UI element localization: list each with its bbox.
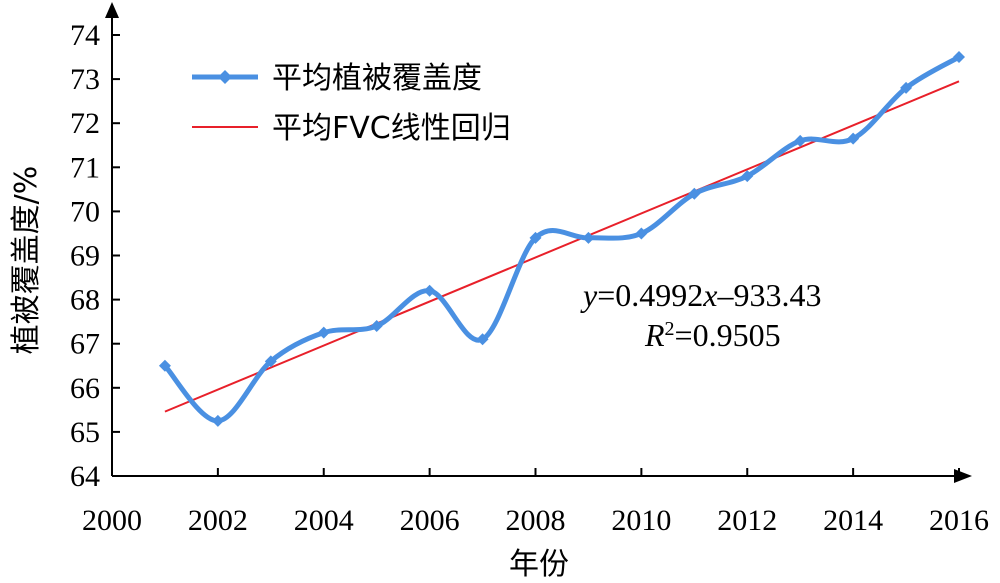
legend-label-regression: 平均FVC线性回归 bbox=[272, 111, 511, 146]
r-superscript: 2 bbox=[665, 318, 675, 340]
legend: 平均植被覆盖度 平均FVC线性回归 bbox=[192, 61, 511, 146]
fvc-data-point bbox=[423, 284, 436, 297]
r-squared: R2=0.9505 bbox=[644, 317, 781, 353]
fvc-data-point bbox=[264, 355, 277, 368]
r-value: =0.9505 bbox=[675, 317, 781, 353]
equation-y-var: y bbox=[580, 277, 598, 313]
fvc-data-point bbox=[476, 333, 489, 346]
x-tick-label: 2006 bbox=[400, 504, 460, 537]
fvc-data-point bbox=[847, 132, 860, 145]
y-axis-arrow bbox=[105, 2, 119, 18]
x-tick-label: 2004 bbox=[294, 504, 354, 537]
fvc-data-point bbox=[794, 134, 807, 147]
x-tick-label: 2014 bbox=[823, 504, 883, 537]
y-tick-label: 74 bbox=[70, 19, 100, 52]
y-tick-label: 73 bbox=[70, 63, 100, 96]
fvc-data-point bbox=[953, 51, 965, 64]
y-tick-label: 71 bbox=[70, 151, 100, 184]
y-tick-label: 69 bbox=[70, 240, 100, 273]
fvc-data-point bbox=[635, 227, 648, 240]
r-label: R bbox=[644, 317, 665, 353]
fvc-data-point bbox=[370, 320, 383, 333]
fvc-data-point bbox=[158, 359, 171, 372]
equation-slope: =0.4992 bbox=[597, 277, 703, 313]
x-axis-arrow bbox=[954, 469, 972, 483]
y-tick-label: 66 bbox=[70, 372, 100, 405]
legend-label-fvc: 平均植被覆盖度 bbox=[272, 61, 482, 96]
legend-marker-fvc bbox=[218, 70, 232, 84]
x-tick-label: 2002 bbox=[188, 504, 248, 537]
x-tick-label: 2016 bbox=[929, 504, 989, 537]
regression-line bbox=[164, 80, 960, 413]
fvc-data-point bbox=[688, 187, 701, 200]
y-tick-label: 68 bbox=[70, 284, 100, 317]
fvc-data-point bbox=[529, 231, 542, 244]
x-tick-label: 2008 bbox=[506, 504, 566, 537]
y-tick-label: 72 bbox=[70, 107, 100, 140]
equation-intercept: –933.43 bbox=[716, 277, 821, 313]
y-axis-title: 植被覆盖度/% bbox=[9, 166, 44, 355]
x-tick-label: 2000 bbox=[82, 504, 142, 537]
x-tick-label: 2012 bbox=[717, 504, 777, 537]
y-ticks: 64 65 66 67 68 69 70 71 72 73 74 bbox=[70, 19, 120, 493]
fvc-data-point bbox=[582, 231, 595, 244]
regression-equation: y=0.4992x–933.43 bbox=[580, 277, 821, 313]
x-axis-title: 年份 bbox=[509, 547, 569, 582]
y-tick-label: 70 bbox=[70, 195, 100, 228]
x-tick-label: 2010 bbox=[611, 504, 671, 537]
series-layer bbox=[158, 51, 965, 427]
y-tick-label: 64 bbox=[70, 460, 100, 493]
y-tick-label: 67 bbox=[70, 328, 100, 361]
fvc-data-point bbox=[741, 170, 754, 183]
x-ticks: 2000 2002 2004 2006 2008 2010 2012 2014 2016 bbox=[82, 468, 989, 537]
equation-x-var: x bbox=[702, 277, 717, 313]
y-tick-label: 65 bbox=[70, 416, 100, 449]
fvc-data-point bbox=[317, 326, 330, 339]
fvc-data-point bbox=[900, 81, 913, 94]
regression-annotation: y=0.4992x–933.43 R2=0.9505 bbox=[580, 277, 821, 353]
fvc-data-point bbox=[211, 414, 224, 427]
